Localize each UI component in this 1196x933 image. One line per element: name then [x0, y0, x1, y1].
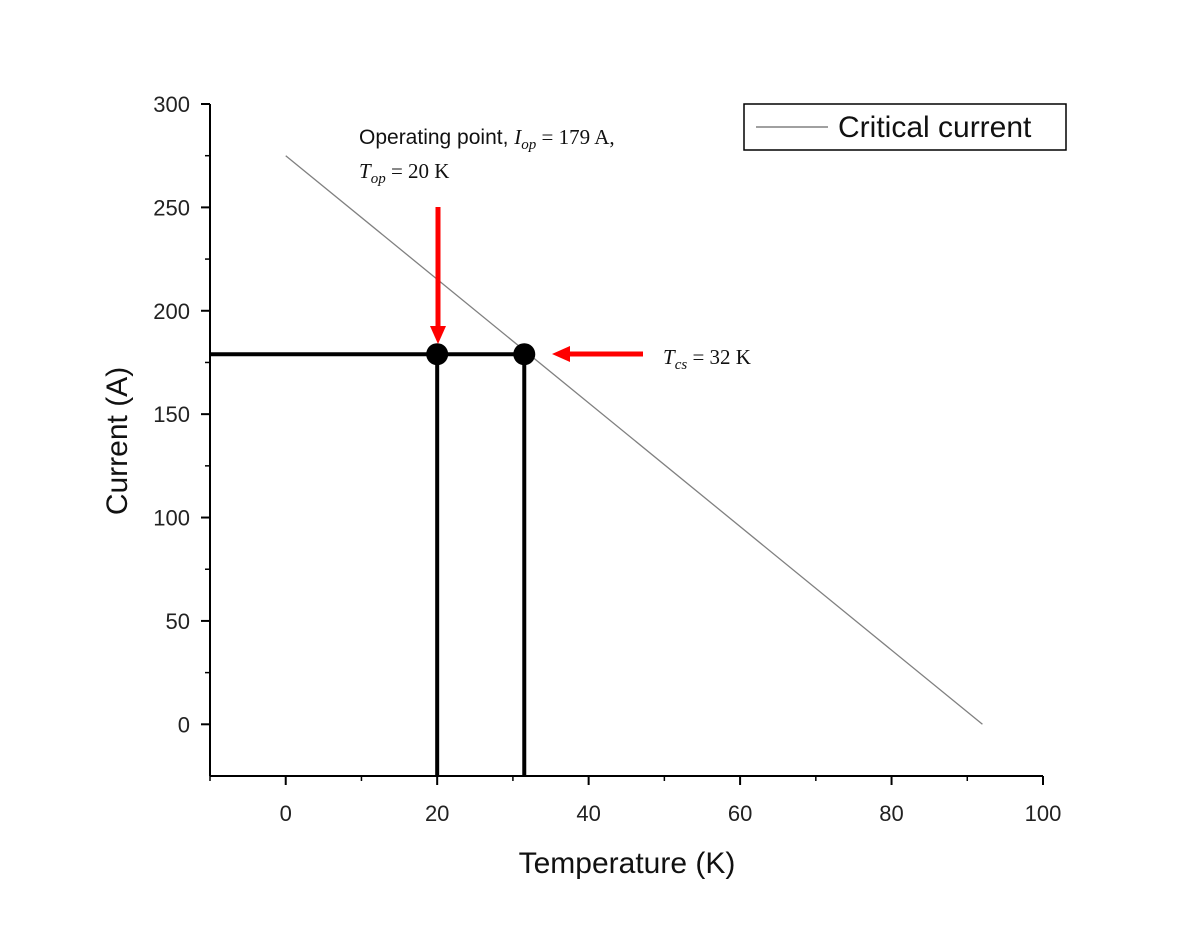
x-axis-title: Temperature (K)	[519, 847, 736, 880]
x-tick-label: 60	[728, 801, 752, 826]
operating-point-arrow-head	[430, 326, 446, 344]
reference-lines	[210, 352, 527, 776]
operating-point-line2: Top = 20 K	[359, 159, 449, 187]
x-tick-label: 80	[879, 801, 903, 826]
y-tick-label: 200	[153, 299, 190, 324]
legend: Critical current	[743, 103, 1067, 151]
x-tick-label: 0	[280, 801, 292, 826]
y-tick-label: 50	[166, 609, 190, 634]
y-tick-label: 250	[153, 195, 190, 220]
y-ticks: 0 50 100 150 200 250 300	[153, 92, 210, 737]
marker-point	[426, 343, 449, 366]
y-tick-label: 100	[153, 506, 190, 531]
critical-current-line	[285, 155, 983, 725]
x-ticks: 0 20 40 60 80 100	[209, 776, 1062, 826]
tcs-label: Tcs = 32 K	[663, 345, 751, 373]
legend-label: Critical current	[838, 111, 1032, 144]
y-tick-label: 0	[178, 712, 190, 737]
marker-point	[513, 343, 536, 366]
points-layer	[426, 343, 536, 366]
x-tick-label: 20	[425, 801, 449, 826]
operating-point-annotation: Operating point, Iop = 179 A, Top = 20 K	[359, 125, 615, 344]
y-axis-title: Current (A)	[101, 367, 134, 515]
tcs-annotation: Tcs = 32 K	[552, 345, 751, 373]
operating-point-line1: Operating point, Iop = 179 A,	[359, 125, 615, 153]
y-tick-label: 300	[153, 92, 190, 117]
series-layer	[285, 155, 983, 725]
tcs-arrow-head	[552, 346, 570, 362]
x-tick-label: 100	[1025, 801, 1062, 826]
x-tick-label: 40	[576, 801, 600, 826]
y-tick-label: 150	[153, 402, 190, 427]
